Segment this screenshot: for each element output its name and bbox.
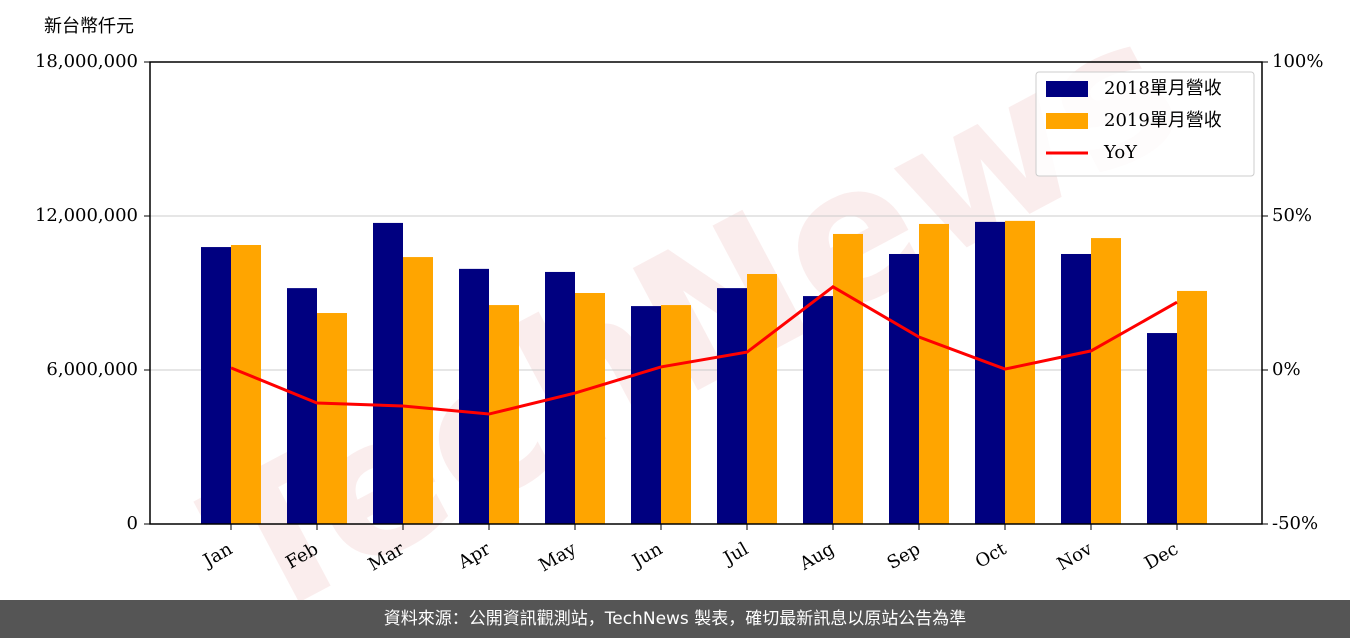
bar: [575, 293, 605, 524]
bar: [631, 306, 661, 524]
bar: [919, 223, 949, 524]
x-tick-label: Jun: [627, 538, 666, 573]
y-tick-label: 12,000,000: [35, 205, 138, 226]
bar: [975, 221, 1005, 525]
bar: [231, 245, 261, 524]
legend-swatch: [1046, 113, 1088, 129]
x-tick-label: Aug: [795, 538, 838, 575]
x-tick-label: May: [535, 538, 580, 576]
bar: [373, 222, 403, 524]
y2-tick-label: 50%: [1272, 205, 1312, 226]
footer: 資料來源：公開資訊觀測站，TechNews 製表，確切最新訊息以原站公告為準: [0, 600, 1350, 638]
bar: [287, 288, 317, 524]
legend-label: 2018單月營收: [1104, 78, 1222, 99]
y-tick-label: 0: [127, 513, 138, 534]
chart: 新台幣仟元 TechNews 06,000,00012,000,00018,00…: [35, 0, 1324, 600]
bar: [1177, 290, 1207, 524]
legend-label: YoY: [1103, 142, 1138, 163]
x-tick-label: Jul: [718, 538, 752, 570]
y-axis-label: 新台幣仟元: [44, 16, 134, 37]
line: [230, 285, 1178, 416]
legend-label: 2019單月營收: [1104, 110, 1222, 131]
bar: [803, 296, 833, 524]
y-tick-label: 6,000,000: [46, 359, 138, 380]
x-tick-label: Oct: [972, 538, 1011, 573]
bar: [1061, 253, 1091, 524]
y2-tick-label: 0%: [1272, 359, 1301, 380]
x-tick-label: Sep: [884, 538, 924, 573]
x-tick-label: Dec: [1141, 538, 1182, 574]
bar: [489, 305, 519, 524]
bar: [717, 288, 747, 524]
bar: [317, 313, 347, 524]
bar: [889, 253, 919, 524]
bar: [833, 233, 863, 524]
y2-tick-label: -50%: [1272, 513, 1318, 534]
bar: [459, 268, 489, 524]
plot-frame: [149, 61, 1263, 525]
bar: [1147, 333, 1177, 524]
legend-box: [1035, 71, 1255, 177]
bar: [1005, 220, 1035, 525]
x-tick-label: Nov: [1054, 538, 1097, 575]
bar: [201, 247, 231, 524]
bar: [1091, 238, 1121, 524]
bar: [661, 305, 691, 524]
bar: [747, 274, 777, 524]
y2-tick-label: 100%: [1272, 51, 1323, 72]
y-tick-label: 18,000,000: [35, 51, 138, 72]
legend-swatch: [1046, 81, 1088, 97]
bar: [403, 257, 433, 524]
